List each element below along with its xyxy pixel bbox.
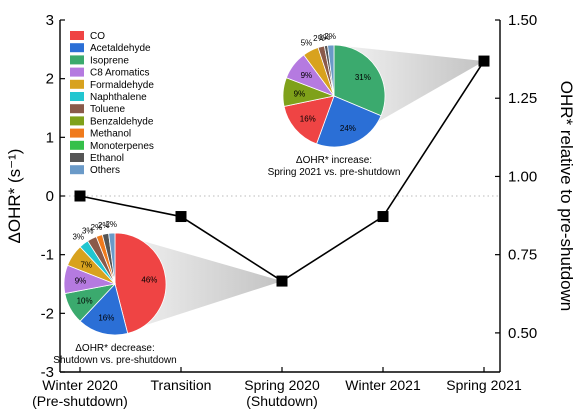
pie-label-increase-8: 2% — [324, 32, 336, 41]
legend-label-6: Toluene — [90, 104, 125, 115]
legend-swatch-1 — [70, 43, 84, 53]
pie-label-increase-7: 1% — [319, 33, 331, 42]
pie-label-decrease-4: 7% — [81, 261, 93, 270]
x-tick-label-0: Winter 2020 (Pre-shutdown) — [32, 377, 128, 409]
pie-slice-decrease-0 — [114, 232, 167, 334]
data-point-3 — [377, 211, 389, 223]
legend-swatch-0 — [70, 31, 84, 40]
pie-decrease: 46%16%10%9%7%3%3%2%2%2%ΔOHR* decrease: Sh… — [53, 220, 176, 366]
pie-label-increase-4: 9% — [301, 71, 313, 80]
data-point-0 — [74, 190, 86, 202]
y-left-tick-label: -1 — [41, 247, 54, 264]
pie-caption-line-0: ΔOHR* increase: — [296, 155, 372, 166]
x-tick-label-4: Spring 2021 — [446, 377, 522, 393]
pie-caption-line-0: ΔOHR* decrease: — [75, 343, 155, 354]
pie-label-decrease-6: 3% — [82, 227, 94, 236]
y-right-tick-label: 1.50 — [508, 12, 537, 29]
y-left-tick-label: -2 — [41, 305, 54, 322]
data-point-1 — [175, 211, 187, 223]
legend-swatch-6 — [70, 104, 84, 114]
legend-swatch-7 — [70, 116, 84, 126]
x-tick-label-line-0: Winter 2021 — [345, 377, 421, 393]
legend-swatch-3 — [70, 67, 84, 77]
y-axis-right-title: OHR* relative to pre-shutdown — [557, 81, 573, 312]
pie-slice-increase-2 — [283, 95, 335, 145]
pie-caption-increase: ΔOHR* increase: Spring 2021 vs. pre-shutd… — [268, 155, 401, 178]
pie-label-decrease-2: 10% — [77, 297, 93, 306]
pie-label-increase-5: 5% — [301, 39, 313, 48]
legend-swatch-2 — [70, 55, 84, 65]
pie-slice-increase-0 — [333, 44, 386, 117]
legend-swatch-11 — [70, 165, 84, 175]
pie-label-decrease-3: 9% — [75, 277, 87, 286]
y-left-tick-label: 2 — [46, 71, 54, 88]
pie-label-decrease-0: 46% — [141, 276, 157, 285]
legend-label-8: Methanol — [90, 129, 131, 140]
y-left-tick-label: 3 — [46, 12, 54, 29]
pie-caption-line-1: Shutdown vs. pre-shutdown — [53, 355, 176, 366]
legend-swatch-5 — [70, 92, 84, 101]
y-left-tick-label: 1 — [46, 129, 54, 146]
series-line-layer — [74, 55, 490, 287]
legend-label-0: CO — [90, 31, 105, 42]
y-right-tick-label: 1.25 — [508, 90, 537, 107]
legend-swatch-9 — [70, 140, 84, 150]
y-right-tick-label: 1.00 — [508, 168, 537, 185]
x-tick-label-3: Winter 2021 — [345, 377, 421, 393]
pie-label-decrease-7: 2% — [91, 223, 103, 232]
pie-label-increase-6: 2% — [313, 34, 325, 43]
pie-label-increase-2: 16% — [300, 115, 316, 124]
legend-label-1: Acetaldehyde — [90, 43, 151, 54]
pie-caption-decrease: ΔOHR* decrease: Shutdown vs. pre-shutdown — [53, 343, 176, 366]
legend-label-4: Formaldehyde — [90, 80, 154, 91]
x-tick-label-2: Spring 2020 (Shutdown) — [244, 377, 320, 409]
pie-slice-decrease-9 — [108, 232, 116, 285]
legend-label-3: C8 Aromatics — [90, 68, 149, 79]
legend-swatch-4 — [70, 79, 84, 89]
legend-label-7: Benzaldehyde — [90, 116, 154, 127]
legend-label-10: Ethanol — [90, 153, 124, 164]
pie-layer: 31%24%16%9%9%5%2%1%2%ΔOHR* increase: Spri… — [53, 32, 400, 366]
pie-label-increase-3: 9% — [294, 89, 306, 98]
pie-caption-line-1: Spring 2021 vs. pre-shutdown — [268, 167, 401, 178]
x-tick-label-line-1: (Pre-shutdown) — [32, 393, 128, 409]
legend-label-2: Isoprene — [90, 55, 129, 66]
x-tick-label-1: Transition — [151, 377, 212, 393]
pie-slice-decrease-1 — [79, 283, 129, 336]
legend-label-9: Monoterpenes — [90, 141, 154, 152]
x-tick-label-line-0: Transition — [151, 377, 212, 393]
x-tick-label-line-0: Spring 2021 — [446, 377, 522, 393]
legend-swatch-10 — [70, 153, 84, 162]
y-right-tick-label: 0.50 — [508, 325, 537, 342]
legend-label-5: Naphthalene — [90, 92, 147, 103]
pie-label-decrease-5: 3% — [72, 233, 84, 242]
data-point-2 — [276, 275, 288, 287]
legend-label-11: Others — [90, 165, 120, 176]
y-axis-left-title: ΔOHR* (s⁻¹) — [5, 149, 24, 244]
axes-layer: -3 -2 -1 0 1 2 3 0.50 0.75 1.00 1.25 1.50 Winter 202… — [32, 12, 537, 409]
pie-increase: 31%24%16%9%9%5%2%1%2%ΔOHR* increase: Spri… — [268, 32, 401, 178]
y-right-tick-label: 0.75 — [508, 247, 537, 264]
x-tick-label-line-1: (Shutdown) — [246, 393, 318, 409]
y-left-tick-label: 0 — [46, 188, 54, 205]
pie-slice-increase-8 — [327, 44, 335, 97]
pie-slice-increase-1 — [316, 95, 382, 148]
pie-label-increase-1: 24% — [340, 124, 356, 133]
legend-swatch-8 — [70, 128, 84, 138]
pie-label-increase-0: 31% — [355, 73, 371, 82]
pie-label-decrease-8: 2% — [98, 221, 110, 230]
x-tick-label-line-0: Winter 2020 — [42, 377, 118, 393]
pie-label-decrease-9: 2% — [105, 220, 117, 229]
y-left-tick-label: -3 — [41, 364, 54, 381]
pie-label-decrease-1: 16% — [98, 314, 114, 323]
data-point-4 — [478, 55, 490, 67]
x-tick-label-line-0: Spring 2020 — [244, 377, 320, 393]
